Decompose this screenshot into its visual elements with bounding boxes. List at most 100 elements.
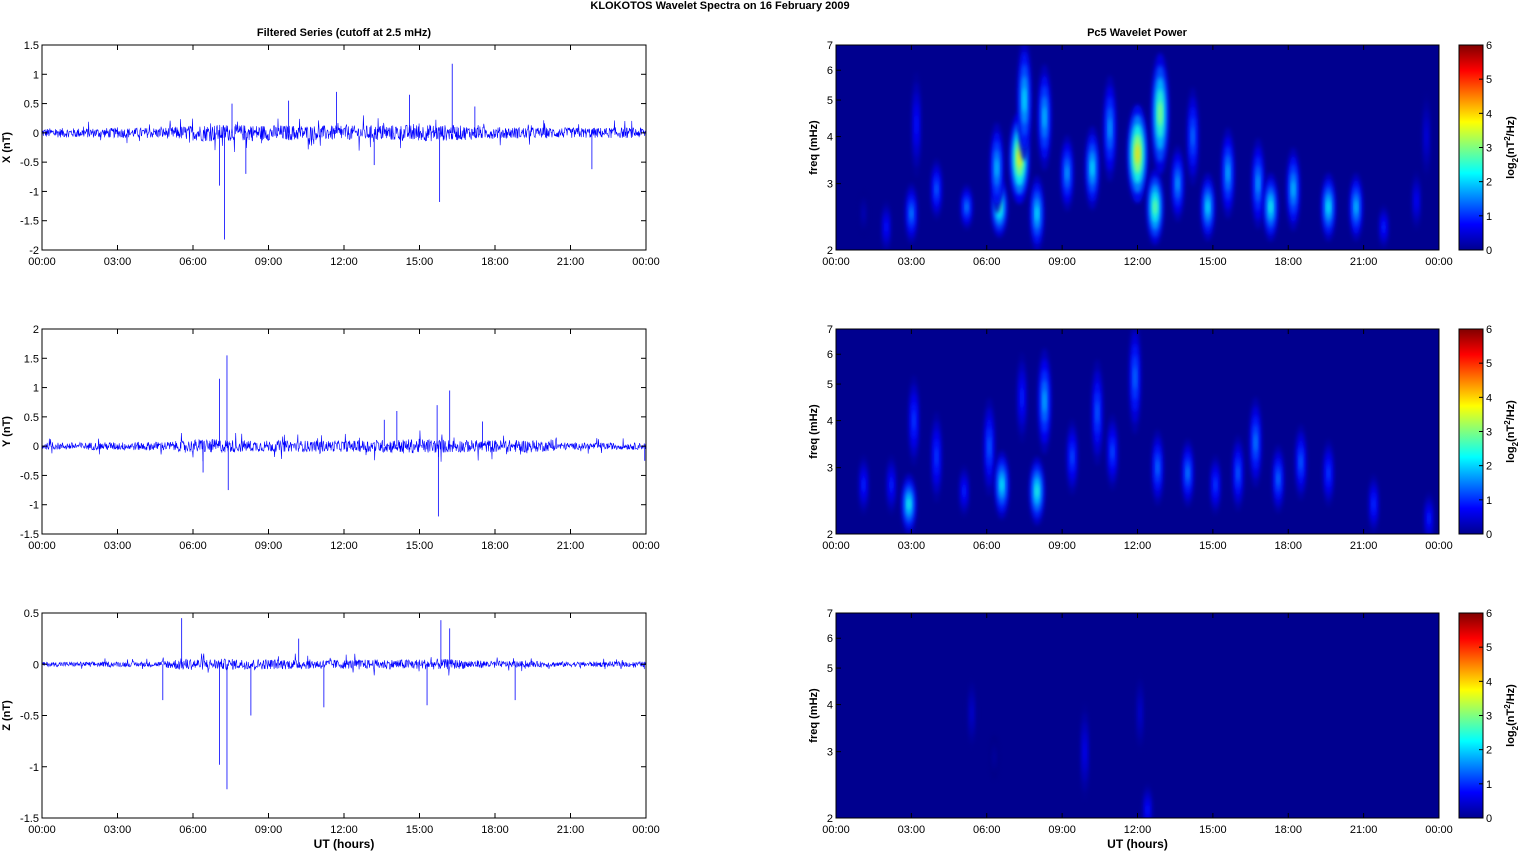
colorbar-tick-label: 6: [1486, 324, 1492, 336]
x-tick-label: 06:00: [179, 540, 207, 552]
x-tick-label: 18:00: [481, 824, 509, 836]
power-blob: [1191, 126, 1195, 147]
x-tick-label: 18:00: [1274, 540, 1302, 552]
y-tick-label: 0.5: [24, 608, 39, 620]
y-tick-label: 3: [827, 179, 833, 191]
figure-title: KLOKOTOS Wavelet Spectra on 16 February …: [590, 0, 849, 12]
power-blob: [862, 478, 865, 491]
y-axis-label: Z (nT): [1, 700, 13, 731]
x-tick-label: 06:00: [973, 824, 1001, 836]
power-blob: [1226, 163, 1230, 183]
y-tick-label: 6: [827, 349, 833, 361]
y-tick-label: -0.5: [20, 157, 39, 169]
x-tick-label: 21:00: [1350, 256, 1378, 268]
y-tick-label: 2: [827, 245, 833, 257]
colorbar-tick-label: 4: [1486, 392, 1492, 404]
x-tick-label: 03:00: [104, 824, 132, 836]
plot-area-0: [42, 45, 646, 250]
power-blob: [1299, 454, 1303, 470]
power-blob: [1153, 199, 1157, 215]
y-tick-label: -0.5: [20, 470, 39, 482]
x-tick-label: 00:00: [1425, 256, 1453, 268]
y-tick-label: 7: [827, 608, 833, 620]
power-blob: [1035, 484, 1039, 498]
y-tick-label: 7: [827, 40, 833, 52]
power-blob: [1043, 390, 1046, 412]
colorbar-tick-label: 1: [1486, 779, 1492, 791]
y-tick-label: 5: [827, 379, 833, 391]
power-blob: [1070, 449, 1074, 465]
x-tick-label: 06:00: [973, 256, 1001, 268]
x-tick-label: 09:00: [1048, 824, 1076, 836]
y-tick-label: 2: [33, 324, 39, 336]
power-blob: [1146, 804, 1149, 816]
plot-area-1: [42, 329, 646, 534]
power-blob: [907, 498, 911, 511]
power-blob: [1020, 388, 1024, 407]
power-blob: [1133, 366, 1137, 390]
colorbar-tick-label: 1: [1486, 495, 1492, 507]
x-tick-label: 18:00: [481, 540, 509, 552]
y-tick-label: -2: [29, 245, 39, 257]
power-blob: [1139, 704, 1141, 722]
x-tick-label: 21:00: [557, 824, 585, 836]
x-tick-label: 12:00: [330, 256, 358, 268]
heatmap-blobs: [858, 329, 1435, 534]
x-tick-label: 18:00: [1274, 256, 1302, 268]
power-blob: [965, 202, 968, 212]
x-axis-label: UT (hours): [314, 837, 375, 851]
x-tick-label: 15:00: [406, 824, 434, 836]
power-blob: [1354, 200, 1358, 214]
y-tick-label: -0.5: [20, 711, 39, 723]
x-tick-label: 00:00: [632, 824, 660, 836]
x-tick-label: 15:00: [1199, 540, 1227, 552]
power-blob: [1236, 465, 1240, 481]
right-column-title: Pc5 Wavelet Power: [1087, 27, 1188, 39]
plot-area-2: [42, 613, 646, 818]
power-blob: [1427, 513, 1431, 524]
y-tick-label: 3: [827, 747, 833, 759]
x-tick-label: 00:00: [28, 824, 56, 836]
colorbar-label: log2(nT2/Hz): [1503, 116, 1520, 179]
colorbar-tick-label: 5: [1486, 642, 1492, 654]
x-tick-label: 00:00: [822, 540, 850, 552]
power-blob: [915, 114, 918, 136]
power-blob: [988, 437, 991, 458]
power-blob: [1186, 466, 1190, 481]
y-tick-label: 0.5: [24, 412, 39, 424]
power-blob: [1425, 127, 1428, 146]
x-tick-label: 15:00: [406, 256, 434, 268]
x-tick-label: 21:00: [557, 540, 585, 552]
power-blob: [1017, 149, 1022, 168]
x-tick-label: 00:00: [822, 824, 850, 836]
y-axis-label: X (nT): [1, 132, 13, 163]
colorbar-tick-label: 2: [1486, 177, 1492, 189]
x-tick-label: 09:00: [255, 540, 283, 552]
colorbar-tick-label: 0: [1486, 529, 1492, 541]
heatmap-blobs: [966, 671, 1153, 818]
power-blob: [1326, 200, 1330, 214]
colorbar-tick-label: 4: [1486, 108, 1492, 120]
colorbar-tick-label: 0: [1486, 245, 1492, 257]
x-tick-label: 18:00: [1274, 824, 1302, 836]
x-tick-label: 15:00: [406, 540, 434, 552]
colorbar-label: log2(nT2/Hz): [1503, 400, 1520, 463]
y-tick-label: -1.5: [20, 813, 39, 825]
power-blob: [862, 208, 865, 219]
power-blob: [1111, 444, 1114, 460]
x-tick-label: 00:00: [632, 256, 660, 268]
x-tick-label: 03:00: [104, 540, 132, 552]
x-tick-label: 12:00: [1124, 256, 1152, 268]
power-blob: [1135, 143, 1140, 164]
y-tick-label: 7: [827, 324, 833, 336]
power-blob: [1043, 106, 1046, 128]
x-tick-label: 03:00: [898, 256, 926, 268]
y-tick-label: 5: [827, 663, 833, 675]
x-tick-label: 12:00: [1124, 540, 1152, 552]
power-blob: [1382, 222, 1385, 232]
power-blob: [885, 221, 888, 233]
x-tick-label: 09:00: [1048, 256, 1076, 268]
y-tick-label: 5: [827, 95, 833, 107]
y-tick-label: -1: [29, 500, 39, 512]
x-tick-label: 21:00: [1350, 540, 1378, 552]
